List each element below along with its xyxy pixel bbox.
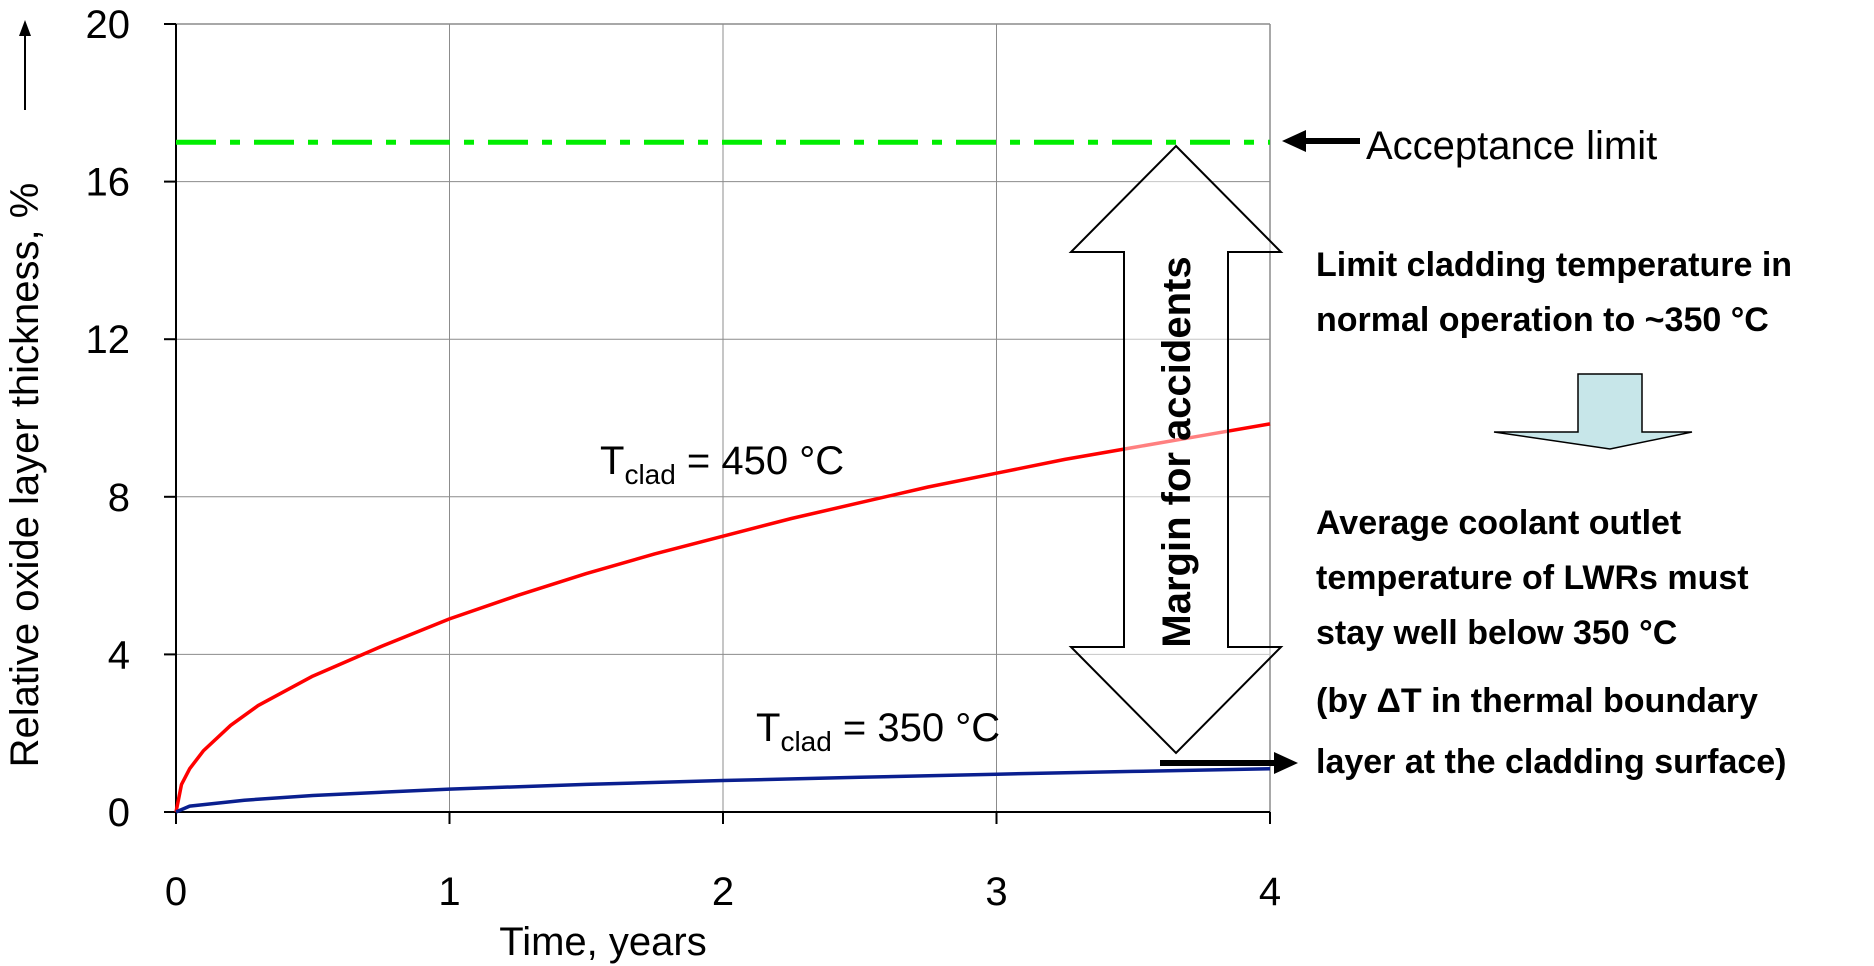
series-label-450-T: T (600, 439, 624, 483)
acceptance-arrow-head (1282, 130, 1306, 152)
outlet-arrow-head (1274, 752, 1298, 774)
series-label-350-T: T (756, 706, 780, 750)
y-tick-label: 16 (86, 161, 131, 205)
y-tick-label: 0 (108, 791, 130, 835)
y-axis-arrow-head (19, 20, 31, 36)
margin-arrow-shape (1068, 144, 1284, 755)
margin-for-accidents-label: Margin for accidents (1155, 256, 1199, 647)
y-tick-label: 12 (86, 318, 131, 362)
x-tick-label: 3 (985, 870, 1007, 914)
acceptance-limit-label: Acceptance limit (1366, 124, 1657, 168)
series-label-450-sub: clad (624, 459, 675, 490)
margin-double-arrow: Margin for accidents (1068, 144, 1284, 755)
y-axis-title-group: Relative oxide layer thickness, % (3, 20, 47, 767)
down-arrow (1493, 373, 1693, 450)
series-label-450: Tclad = 450 °C (600, 439, 844, 490)
note2-line-5: layer at the cladding surface) (1316, 743, 1787, 781)
note2-line-2: temperature of LWRs must (1316, 559, 1749, 597)
outlet-temp-arrow (1160, 752, 1298, 774)
series-line-0 (174, 422, 1271, 813)
data-series (174, 422, 1271, 814)
y-tick-label: 4 (108, 633, 130, 677)
note1-line-1: Limit cladding temperature in (1316, 246, 1792, 284)
axes (164, 23, 1271, 824)
x-axis-title: Time, years (499, 920, 706, 964)
note1-line-2: normal operation to ~350 °C (1316, 301, 1769, 339)
note-limit-cladding: Limit cladding temperature in normal ope… (1316, 246, 1802, 339)
y-tick-label: 8 (108, 476, 130, 520)
x-tick-label: 0 (165, 870, 187, 914)
series-line-1 (175, 766, 1271, 814)
note2-line-3: stay well below 350 °C (1316, 614, 1677, 652)
series-label-350-sub: clad (780, 726, 831, 757)
y-axis-title: Relative oxide layer thickness, % (3, 183, 47, 768)
x-tick-label: 4 (1259, 870, 1281, 914)
x-tick-label: 1 (438, 870, 460, 914)
series-label-350-value: = 350 °C (832, 706, 1000, 750)
y-tick-label: 20 (86, 3, 131, 47)
note2-line-1: Average coolant outlet (1316, 504, 1681, 542)
note-coolant-outlet: Average coolant outlet temperature of LW… (1316, 504, 1787, 781)
x-tick-label: 2 (712, 870, 734, 914)
down-arrow-shape (1493, 373, 1693, 450)
series-label-450-value: = 450 °C (676, 439, 844, 483)
grid-lines (176, 23, 1271, 812)
acceptance-limit-annotation: Acceptance limit (1282, 124, 1657, 168)
note2-line-4: (by ΔT in thermal boundary (1316, 682, 1758, 720)
series-label-350: Tclad = 350 °C (756, 706, 1000, 757)
